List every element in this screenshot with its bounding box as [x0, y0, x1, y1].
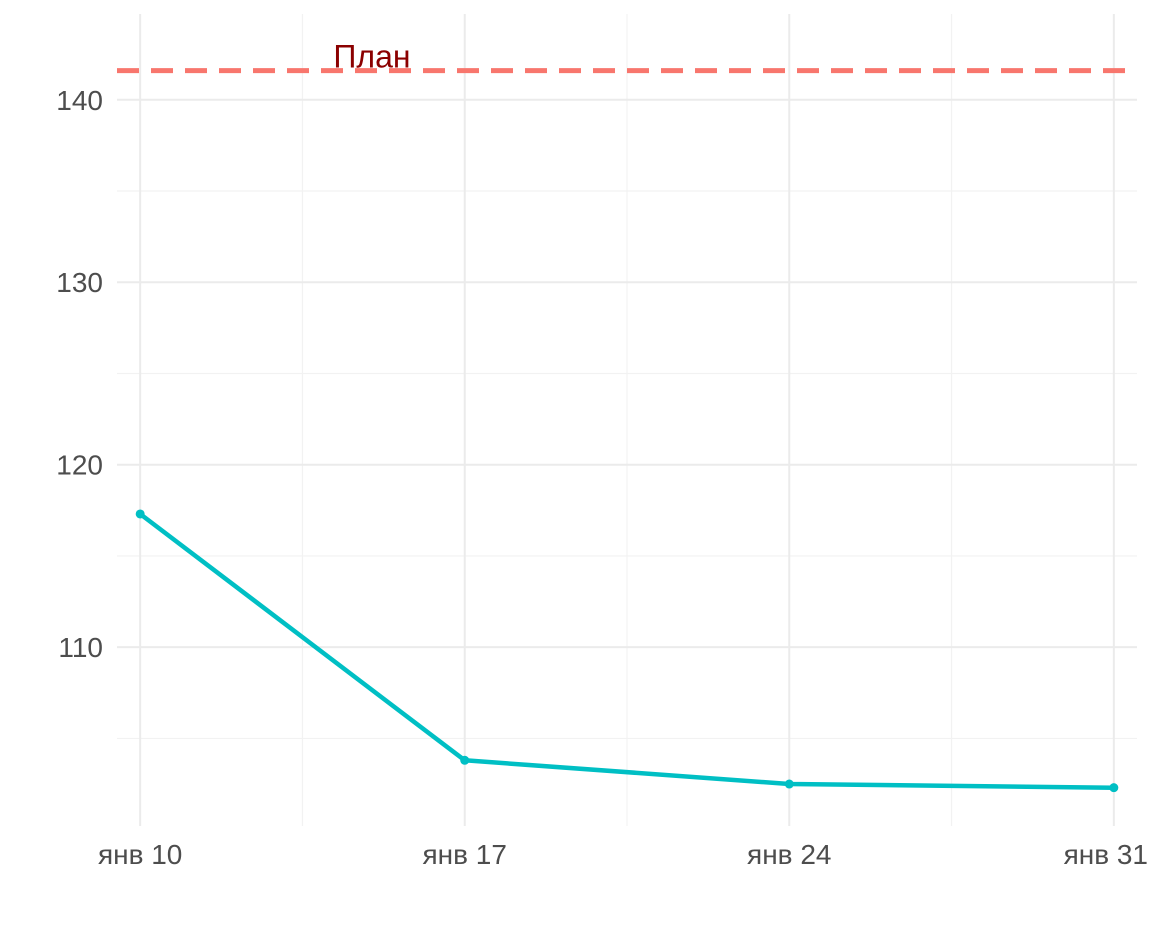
series-line [137, 511, 1117, 790]
grid [117, 14, 1137, 826]
data-point [784, 779, 794, 789]
reference-line-label: План [333, 39, 410, 75]
x-tick-label: янв 10 [98, 839, 182, 870]
y-tick-label: 120 [56, 450, 103, 481]
data-point [460, 755, 470, 765]
data-point [135, 509, 145, 519]
series-group [135, 509, 1119, 793]
reference-line-group: План [117, 39, 1137, 75]
y-tick-label: 140 [56, 85, 103, 116]
x-tick-label: янв 24 [747, 839, 831, 870]
axis-labels: 110 120 130 140 янв 10 янв 17 янв 24 янв 31 [56, 85, 1148, 870]
y-tick-label: 130 [56, 267, 103, 298]
x-tick-label: янв 17 [423, 839, 507, 870]
y-tick-label: 110 [58, 632, 103, 663]
x-tick-label: янв 31 [1064, 839, 1148, 870]
data-point [1109, 783, 1119, 793]
